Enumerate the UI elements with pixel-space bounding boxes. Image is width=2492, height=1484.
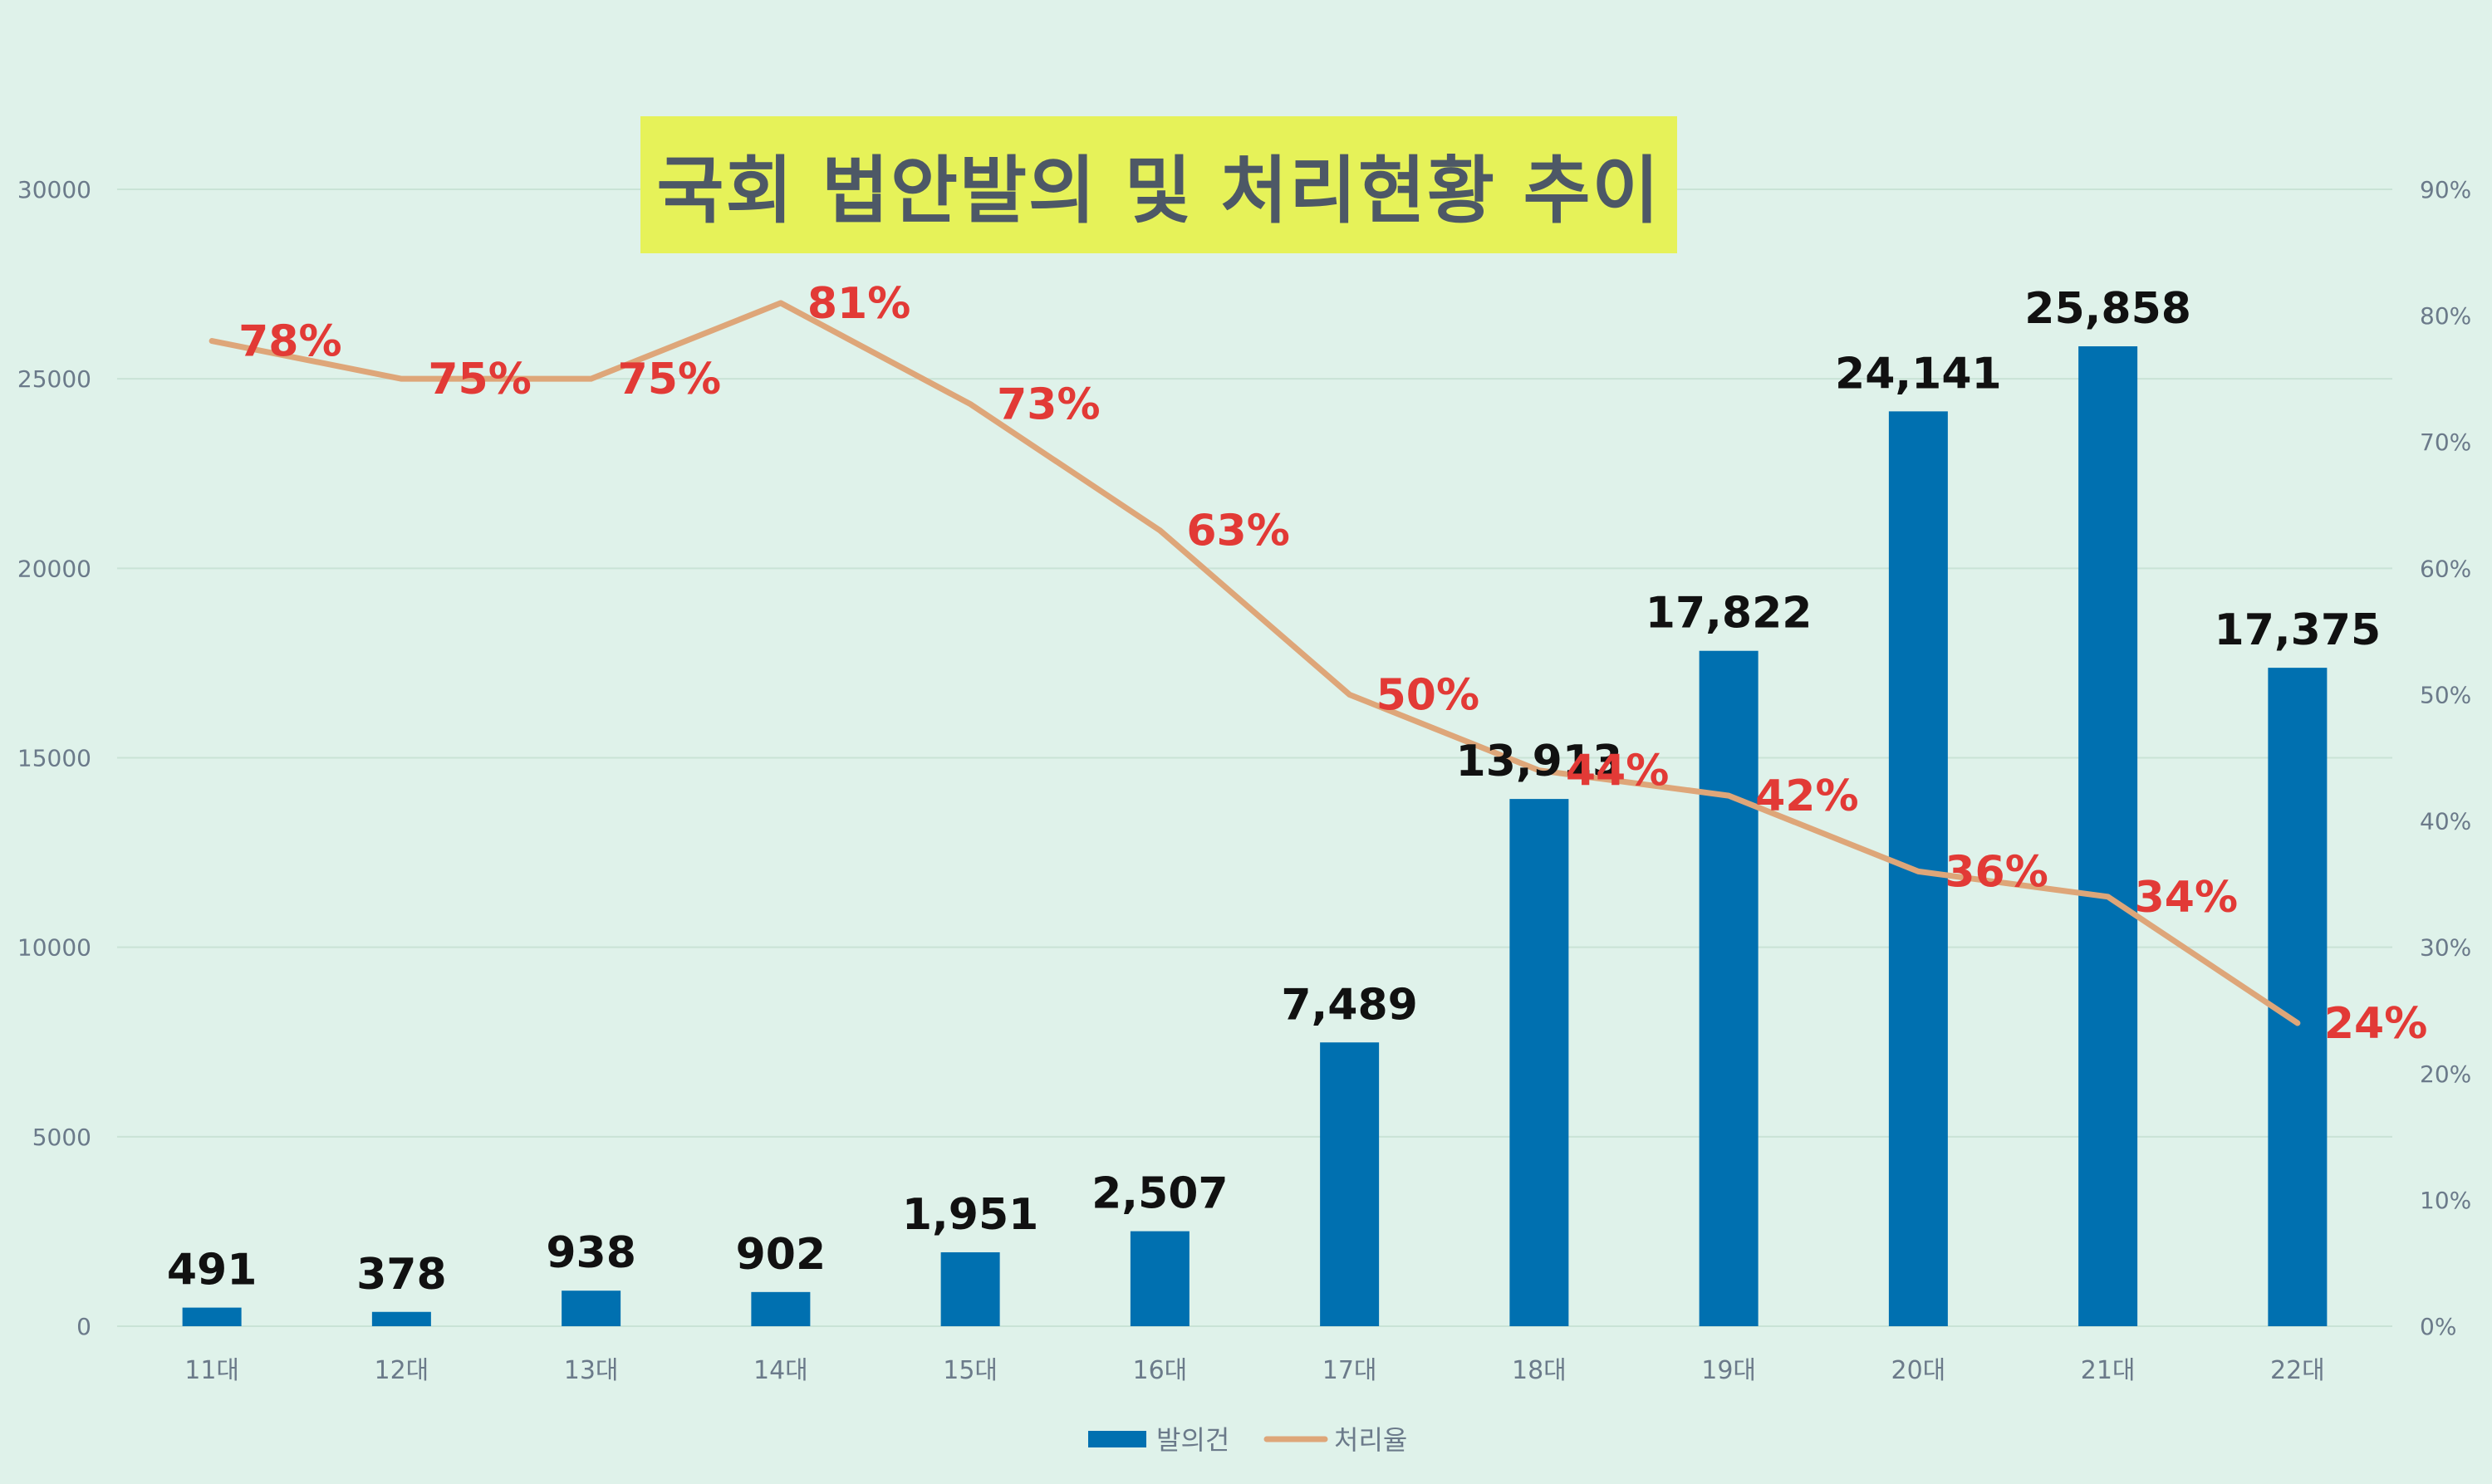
y-left-tick-label: 20000: [17, 555, 91, 582]
bar: [182, 1307, 242, 1326]
bar: [940, 1251, 1000, 1326]
line-series: [208, 300, 2301, 1026]
x-tick-label: 14대: [753, 1356, 808, 1385]
line-data-label: 78%: [238, 317, 341, 367]
bar-data-label: 938: [546, 1228, 636, 1278]
bar: [371, 1311, 431, 1326]
bar-data-label: 24,141: [1835, 349, 2002, 399]
x-tick-label: 11대: [184, 1356, 239, 1385]
x-tick-label: 16대: [1132, 1356, 1187, 1385]
bar: [1699, 650, 1759, 1326]
chart-title-box: 국회 법안발의 및 처리현황 추이: [640, 116, 1677, 253]
y-right-tick-label: 60%: [2420, 555, 2471, 582]
y-left-tick-label: 30000: [17, 176, 91, 203]
bar-data-label: 902: [736, 1230, 827, 1280]
legend-bar-swatch: [1088, 1431, 1146, 1447]
y-right-tick-label: 80%: [2420, 302, 2471, 330]
line-data-label: 36%: [1945, 847, 2048, 897]
legend-bar-label: 발의건: [1156, 1424, 1229, 1456]
y-right-tick-label: 10%: [2420, 1187, 2471, 1214]
y-right-tick-label: 20%: [2420, 1060, 2471, 1088]
y-left-tick-label: 0: [76, 1313, 91, 1340]
bar: [1130, 1231, 1190, 1326]
line-data-label: 34%: [2135, 873, 2238, 923]
y-right-tick-label: 0%: [2420, 1313, 2456, 1340]
bar: [2078, 346, 2138, 1326]
line-data-label: 73%: [997, 380, 1100, 430]
y-right-tick-label: 30%: [2420, 934, 2471, 962]
y-right-tick-label: 40%: [2420, 808, 2471, 835]
x-tick-label: 22대: [2270, 1356, 2325, 1385]
legend-line-label: 처리율: [1334, 1424, 1407, 1456]
line-data-label: 44%: [1566, 747, 1669, 796]
line-data-label: 50%: [1376, 670, 1479, 720]
y-left-tick-label: 15000: [17, 745, 91, 772]
bar-data-label: 7,489: [1281, 980, 1417, 1030]
bar-data-label: 25,858: [2024, 284, 2191, 334]
y-right-tick-label: 90%: [2420, 176, 2471, 203]
y-left-tick-label: 5000: [32, 1124, 91, 1151]
line-data-label: 81%: [807, 279, 910, 329]
x-tick-label: 12대: [374, 1356, 429, 1385]
line-data-label: 42%: [1755, 771, 1858, 821]
y-left-tick-label: 10000: [17, 934, 91, 962]
y-right-tick-label: 70%: [2420, 429, 2471, 456]
x-tick-label: 15대: [943, 1356, 998, 1385]
bar: [2268, 668, 2328, 1326]
x-tick-label: 13대: [564, 1356, 619, 1385]
bar: [1509, 799, 1569, 1326]
bar-data-label: 17,822: [1646, 589, 1813, 639]
line-data-label: 75%: [428, 355, 531, 404]
bar: [562, 1291, 621, 1326]
line-data-label: 63%: [1186, 507, 1289, 556]
y-right-tick-label: 50%: [2420, 681, 2471, 708]
x-tick-label: 17대: [1322, 1356, 1377, 1385]
line-data-label: 75%: [618, 355, 721, 404]
bar-data-label: 491: [167, 1246, 258, 1295]
chart-title: 국회 법안발의 및 처리현황 추이: [656, 148, 1661, 233]
x-tick-label: 19대: [1701, 1356, 1756, 1385]
y-left-tick-label: 25000: [17, 365, 91, 393]
bar: [1320, 1042, 1380, 1326]
bar-data-label: 2,507: [1091, 1169, 1228, 1219]
bar-data-label: 17,375: [2215, 605, 2382, 655]
x-tick-label: 20대: [1891, 1356, 1945, 1385]
bar-data-label: 1,951: [902, 1190, 1038, 1240]
bar-data-label: 13,913: [1456, 737, 1623, 786]
x-tick-label: 18대: [1512, 1356, 1567, 1385]
x-tick-label: 21대: [2081, 1356, 2136, 1385]
bar-data-label: 378: [356, 1250, 447, 1300]
line-data-label: 24%: [2324, 999, 2427, 1049]
bar: [751, 1291, 811, 1326]
